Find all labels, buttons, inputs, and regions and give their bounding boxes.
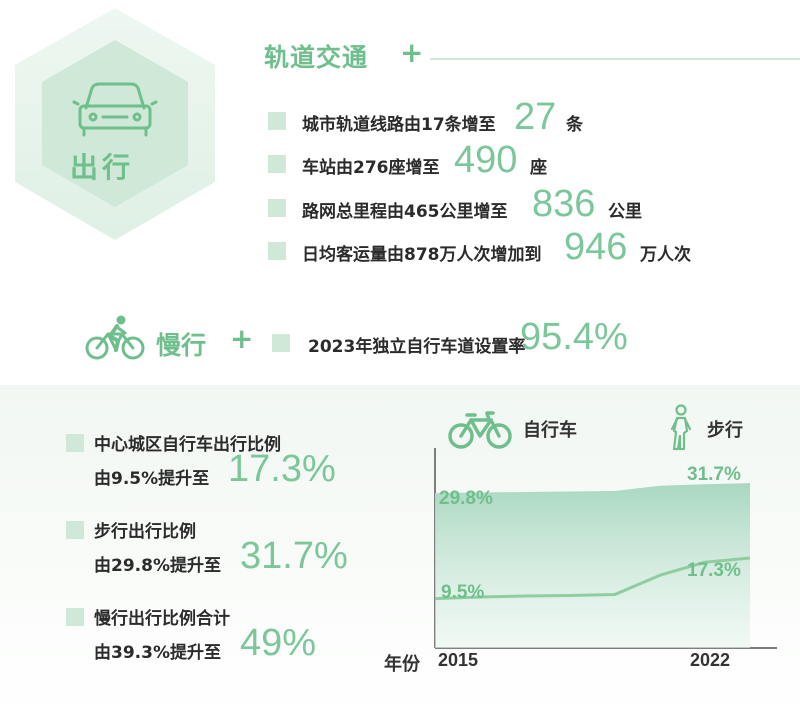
header-divider (430, 58, 800, 60)
walking-end-label: 31.7% (687, 464, 741, 485)
bike-lane-rate-value: 95.4% (520, 316, 628, 358)
slow-plus-sign: + (230, 322, 254, 355)
stat-text: 车站由276座增至 (302, 158, 440, 178)
ratio-desc: 由39.3%提升至 (94, 643, 221, 663)
stat-text: 日均客运量由878万人次增加到 (302, 245, 542, 265)
stat-row-lines: 城市轨道线路由17条增至 27 条 (268, 96, 788, 148)
bullet-square (66, 608, 84, 626)
stat-row-ridership: 日均客运量由878万人次增加到 946 万人次 (268, 226, 788, 278)
ratio-title: 中心城区自行车出行比例 (94, 435, 281, 455)
cyclist-icon (85, 315, 145, 360)
legend-bicycle-label: 自行车 (523, 420, 577, 441)
bullet-square (268, 242, 286, 260)
slow-traffic-title: 慢行 (156, 331, 207, 360)
travel-hexagon: 出行 (0, 0, 230, 250)
rail-plus-sign: + (400, 36, 424, 69)
bullet-square (66, 521, 84, 539)
car-icon (72, 82, 158, 137)
stat-row-mileage: 路网总里程由465公里增至 836 公里 (268, 183, 788, 235)
bicycle-line (434, 556, 751, 601)
stat-unit: 公里 (608, 202, 642, 222)
bicycle-end-label: 17.3% (687, 560, 741, 581)
bullet-square (268, 199, 286, 217)
chart-canvas (434, 448, 777, 649)
ratio-desc: 由9.5%提升至 (94, 469, 210, 489)
mode-share-chart: 自行车 步行 29.8% 31.7% 9.5% 17.3% (425, 400, 787, 650)
stat-unit: 条 (566, 115, 583, 135)
ratio-title: 慢行出行比例合计 (94, 609, 230, 629)
bullet-square (272, 334, 290, 352)
bicycle-start-label: 9.5% (441, 582, 485, 603)
x-axis-label: 年份 (384, 654, 420, 674)
stat-unit: 座 (530, 158, 547, 178)
stat-value: 836 (532, 183, 596, 225)
bike-lane-rate-text: 2023年独立自行车道设置率 (308, 337, 526, 357)
walking-area (435, 483, 750, 648)
stat-text: 城市轨道线路由17条增至 (302, 115, 496, 135)
x-tick-end: 2022 (690, 650, 731, 670)
ratio-title: 步行出行比例 (94, 522, 196, 542)
ratio-value: 17.3% (228, 448, 336, 490)
stat-value: 946 (564, 226, 628, 268)
ratio-value: 49% (240, 622, 317, 664)
stat-unit: 万人次 (640, 245, 691, 265)
hexagon-shape (15, 8, 215, 240)
bullet-square (66, 434, 84, 452)
stat-value: 27 (514, 96, 557, 138)
bullet-square (268, 112, 286, 130)
rail-transit-title: 轨道交通 (264, 43, 369, 72)
stat-text: 路网总里程由465公里增至 (302, 202, 508, 222)
walking-start-label: 29.8% (439, 488, 493, 509)
ratio-value: 31.7% (240, 535, 348, 577)
ratio-desc: 由29.8%提升至 (94, 556, 221, 576)
bullet-square (268, 155, 286, 173)
legend-walking-label: 步行 (707, 420, 743, 441)
stat-value: 490 (454, 139, 518, 181)
stat-row-stations: 车站由276座增至 490 座 (268, 139, 788, 191)
pedestrian-icon (670, 404, 692, 451)
bicycle-icon (448, 411, 512, 449)
travel-label: 出行 (70, 151, 135, 184)
x-tick-start: 2015 (438, 650, 479, 670)
